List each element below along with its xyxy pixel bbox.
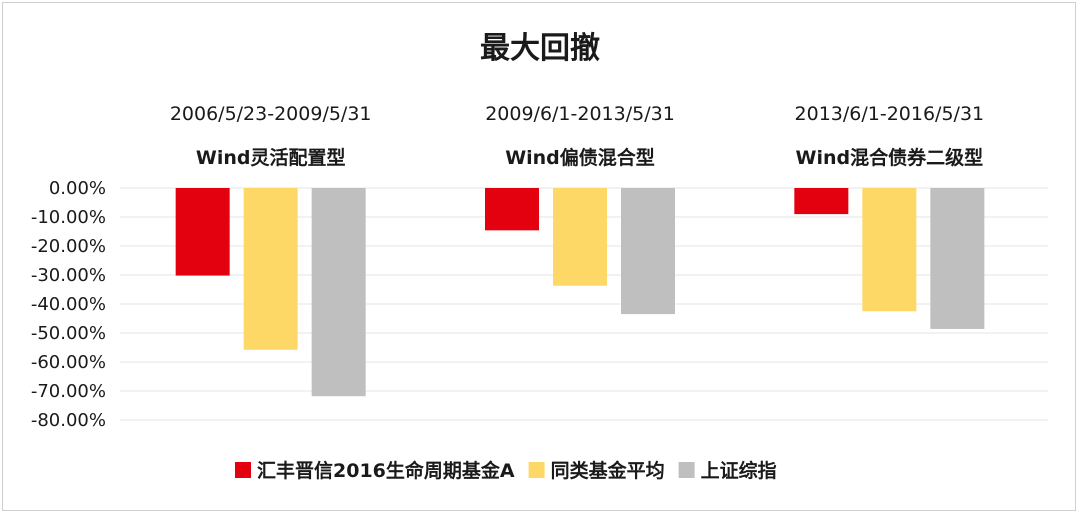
bar [553,188,607,286]
y-tick-label: -20.00% [31,236,106,257]
legend-label: 同类基金平均 [551,459,665,482]
y-axis: 0.00% -10.00% -20.00% -30.00% -40.00% -50.00%… [31,178,106,431]
y-tick-label: -80.00% [31,410,106,431]
group-category-label: Wind灵活配置型 [196,146,346,169]
group-category-label: Wind偏债混合型 [505,146,655,169]
bar [930,188,985,329]
bar [311,188,366,397]
chart-title: 最大回撤 [480,31,600,66]
bar [485,188,539,231]
group-period-label: 2009/6/1-2013/5/31 [485,103,675,125]
bar [621,188,675,315]
bar [175,188,230,276]
bars [175,188,985,397]
group-category-label: Wind混合债券二级型 [796,146,984,169]
y-tick-label: -50.00% [31,323,106,344]
legend-swatch [235,462,251,478]
legend-label: 汇丰晋信2016生命周期基金A [257,459,515,482]
y-tick-label: -60.00% [31,352,106,373]
legend-swatch [678,462,695,478]
group-headers: 2006/5/23-2009/5/31 Wind灵活配置型 2009/6/1-201… [170,103,984,169]
y-tick-label: -10.00% [31,207,106,228]
bar [794,188,849,215]
legend-swatch [528,462,545,478]
bar [862,188,917,312]
legend: 汇丰晋信2016生命周期基金A 同类基金平均 上证综指 [235,459,777,482]
group-period-label: 2006/5/23-2009/5/31 [170,103,372,125]
legend-label: 上证综指 [701,459,777,482]
y-tick-label: -40.00% [31,294,106,315]
group-period-label: 2013/6/1-2016/5/31 [795,103,985,125]
bar [243,188,298,350]
y-tick-label: -30.00% [31,265,106,286]
y-tick-label: -70.00% [31,381,106,402]
y-tick-label: 0.00% [49,178,106,199]
